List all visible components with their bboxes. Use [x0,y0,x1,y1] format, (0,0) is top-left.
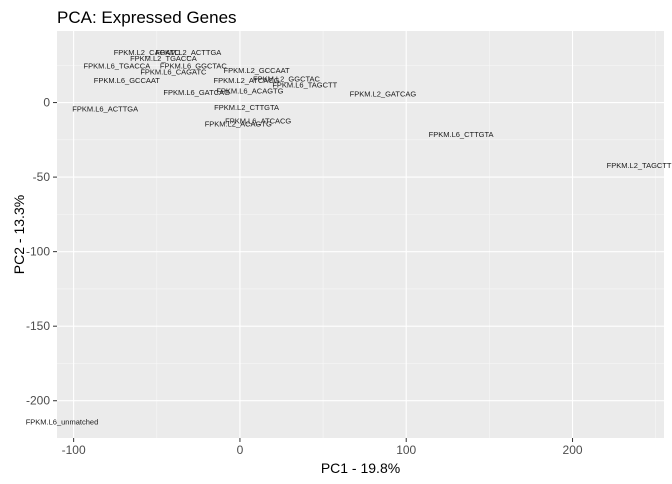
y-tick-label: 0 [43,96,50,110]
point-label: FPKM.L6_GGCTAC [160,61,228,70]
y-tick-label: -150 [26,319,50,333]
point-label: FPKM.L6_ACAGTG [216,87,283,96]
point-label: FPKM.L6_ATCACG [225,116,291,125]
point-label: FPKM.L2_ATCACG [214,76,280,85]
y-axis-title: PC2 - 13.3% [11,195,27,274]
point-label: FPKM.L2_ACTTGA [155,48,221,57]
grid-lines [57,31,664,438]
point-label: FPKM.L6_CAGATC [140,67,207,76]
point-label: FPKM.L6_TGACCA [84,61,151,70]
point-label: FPKM.L6_ACTTGA [72,105,138,114]
point-label: FPKM.L2_CAGATC [114,48,181,57]
y-axis-ticks: 0 -50 -100 -150 -200 [26,96,57,408]
y-tick-label: -100 [26,245,50,259]
point-label: FPKM.L2_ACAGTG [205,119,272,128]
plot-panel [57,31,664,438]
point-label: FPKM.L6_TAGCTT [272,81,337,90]
x-tick-label: 100 [396,443,416,457]
point-label: FPKM.L6_unmatched [26,418,99,427]
point-label: FPKM.L6_GCCAAT [94,76,161,85]
chart-title: PCA: Expressed Genes [57,8,237,27]
x-axis-ticks: -100 0 100 200 [62,438,583,457]
point-label: FPKM.L2_GCCAAT [223,66,290,75]
x-tick-label: 200 [563,443,583,457]
point-label: FPKM.L2_TAGCTT [607,161,672,170]
point-label: FPKM.L6_GATCAG [163,88,230,97]
point-labels: FPKM.L2_CAGATCFPKM.L2_ACTTGAFPKM.L2_TGAC… [26,48,672,427]
x-tick-label: 0 [237,443,244,457]
point-label: FPKM.L2_CTTGTA [214,103,279,112]
x-axis-title: PC1 - 19.8% [321,460,400,476]
point-label: FPKM.L2_GATCAG [350,90,417,99]
point-label: FPKM.L6_CTTGTA [429,130,494,139]
point-label: FPKM.L2_TGACCA [130,54,197,63]
y-tick-label: -50 [33,170,51,184]
x-tick-label: -100 [62,443,86,457]
y-tick-label: -200 [26,394,50,408]
point-label: FPKM.L2_GGCTAC [253,75,321,84]
